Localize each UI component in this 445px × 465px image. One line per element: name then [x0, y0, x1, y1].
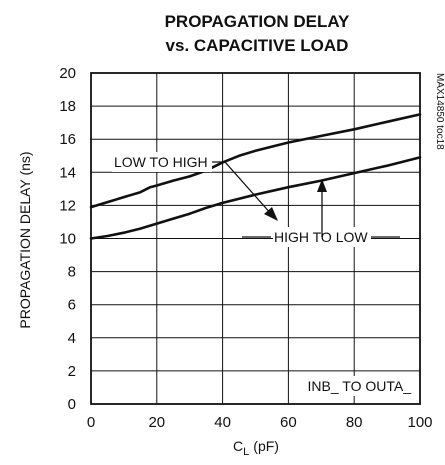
- condition-label: INB_ TO OUTA_: [308, 378, 412, 394]
- y-tick-label-10: 20: [59, 65, 76, 82]
- series-line-high-to-low: [89, 156, 422, 240]
- x-tick-label-3: 60: [280, 414, 297, 431]
- y-tick-label-1: 2: [68, 363, 76, 380]
- y-tick-label-9: 18: [59, 98, 76, 115]
- x-tick-label-2: 40: [214, 414, 231, 431]
- y-tick-labels: 0 2 4 6 8 10 12 14 16 18 20: [59, 65, 76, 413]
- series-lines: [89, 113, 422, 240]
- y-tick-label-2: 4: [68, 330, 76, 347]
- low-to-high-arrowhead: [264, 207, 278, 221]
- x-axis-label-sub: L: [243, 446, 249, 458]
- y-axis-label: PROPAGATION DELAY (ns): [17, 151, 33, 328]
- y-tick-label-5: 10: [59, 231, 76, 248]
- low-to-high-label-bg: [112, 152, 212, 172]
- high-to-low-label: HIGH TO LOW: [274, 229, 368, 245]
- y-tick-label-0: 0: [68, 396, 76, 413]
- y-tick-label-6: 12: [59, 197, 76, 214]
- x-tick-label-5: 100: [407, 414, 432, 431]
- chart-title-line2: vs. CAPACITIVE LOAD: [166, 36, 349, 55]
- condition-label-bg: [302, 376, 415, 396]
- x-axis-label: CL (pF): [233, 438, 279, 458]
- x-tick-label-4: 80: [346, 414, 363, 431]
- x-tick-label-1: 20: [148, 414, 165, 431]
- y-tick-label-7: 14: [59, 164, 76, 181]
- x-tick-label-0: 0: [87, 414, 95, 431]
- chart-title-line1: PROPAGATION DELAY: [165, 12, 350, 31]
- figure-code: MAX14850 toc18: [434, 73, 445, 150]
- high-to-low-arrowhead: [317, 179, 327, 192]
- low-to-high-leader: [212, 161, 273, 216]
- y-tick-label-4: 8: [68, 264, 76, 281]
- low-to-high-label: LOW TO HIGH: [114, 154, 208, 170]
- y-tick-label-8: 16: [59, 131, 76, 148]
- y-tick-label-3: 6: [68, 297, 76, 314]
- x-axis-label-unit: (pF): [253, 438, 279, 454]
- x-tick-labels: 0 20 40 60 80 100: [87, 414, 433, 431]
- x-axis-label-main: C: [233, 438, 243, 454]
